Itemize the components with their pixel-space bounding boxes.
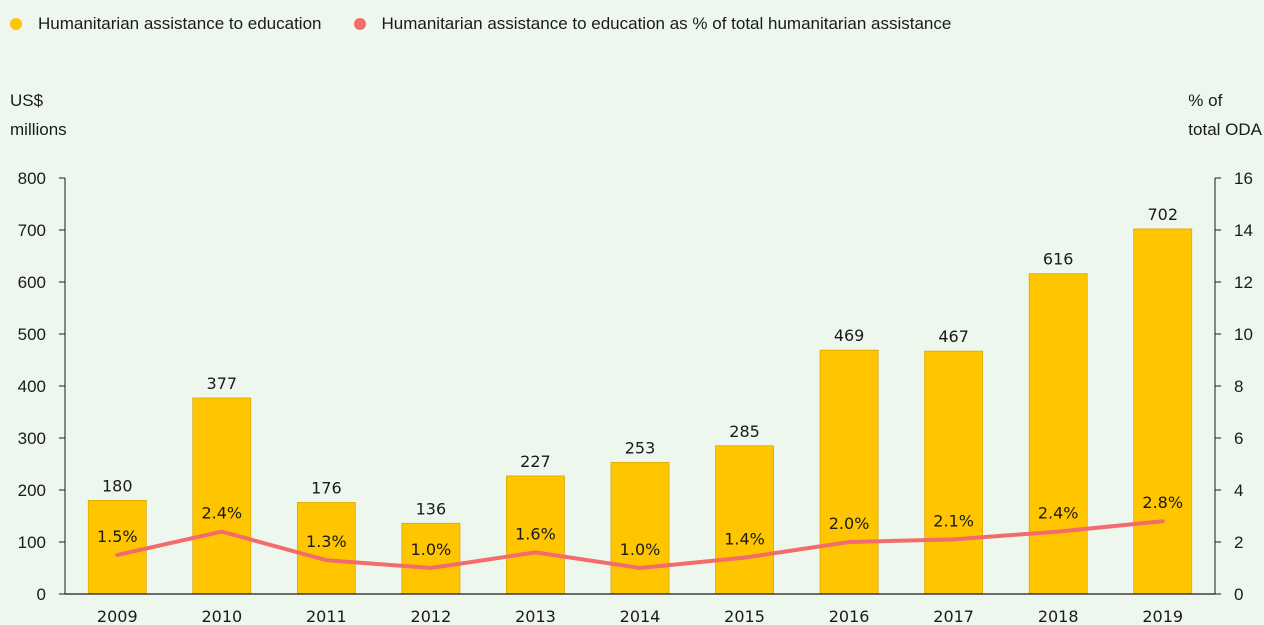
bar-value-label: 176 [311,478,342,497]
right-axis-tick-label: 10 [1234,325,1253,344]
x-axis-label: 2009 [97,607,138,625]
right-axis-tick-label: 2 [1234,533,1243,552]
bar-value-label: 285 [729,422,760,441]
right-axis-tick-label: 8 [1234,377,1243,396]
bar-value-label: 702 [1147,205,1178,224]
share-value-label: 1.4% [724,530,765,549]
left-axis-tick-label: 700 [18,221,46,240]
legend-label-education-share: Humanitarian assistance to education as … [381,14,952,33]
share-value-label: 1.3% [306,532,347,551]
left-axis-tick-label: 300 [18,429,46,448]
right-axis-title-line1: % of [1188,91,1223,110]
share-value-label: 2.8% [1142,493,1183,512]
share-value-label: 2.1% [933,511,974,530]
bar-2013 [506,475,565,595]
bar-value-label: 227 [520,452,551,471]
share-value-label: 2.4% [201,504,242,523]
share-value-label: 2.4% [1038,504,1079,523]
share-value-label: 1.0% [411,540,452,559]
left-axis-tick-label: 0 [37,585,46,604]
right-axis-tick-label: 6 [1234,429,1243,448]
left-axis-tick-label: 400 [18,377,46,396]
bar-2010 [192,397,252,595]
right-axis-tick-label: 16 [1234,169,1253,188]
right-axis-title-line2: total ODA [1188,120,1262,139]
right-axis-tick-label: 0 [1234,585,1243,604]
left-axis-tick-label: 800 [18,169,46,188]
left-axis-title: US$ millions [10,86,67,144]
right-axis-tick-label: 14 [1234,221,1253,240]
bar-value-label: 469 [834,326,865,345]
share-value-label: 2.0% [829,514,870,533]
right-axis-title: % of total ODA [1188,86,1262,144]
left-axis-tick-label: 100 [18,533,46,552]
right-axis-tick-label: 12 [1234,273,1253,292]
share-value-label: 1.6% [515,524,556,543]
chart-legend: Humanitarian assistance to education Hum… [10,12,951,36]
left-axis-title-line2: millions [10,120,67,139]
x-axis-label: 2012 [411,607,452,625]
bar-value-label: 616 [1043,250,1074,269]
bar-2017 [924,350,984,595]
x-axis-label: 2013 [515,607,556,625]
bar-2018 [1028,273,1088,595]
legend-label-education-assistance: Humanitarian assistance to education [38,14,322,33]
left-axis-tick-label: 500 [18,325,46,344]
bar-2014 [610,462,670,595]
legend-item-education-share: Humanitarian assistance to education as … [353,14,952,34]
share-value-label: 1.0% [620,540,661,559]
bar-2012 [401,522,461,595]
left-axis-tick-label: 200 [18,481,46,500]
bar-2019 [1133,228,1193,595]
bar-2015 [715,445,774,595]
x-axis-label: 2017 [933,607,974,625]
bar-2016 [819,349,879,595]
x-axis-label: 2015 [724,607,765,625]
left-axis-tick-label: 600 [18,273,46,292]
bar-2011 [296,502,356,595]
bar-value-label: 377 [207,374,238,393]
bar-value-label: 180 [102,476,133,495]
x-axis-label: 2016 [829,607,870,625]
bar-2009 [87,499,147,595]
share-value-label: 1.5% [97,527,138,546]
bar-value-label: 136 [416,499,447,518]
x-axis-label: 2010 [201,607,242,625]
legend-swatch-yellow [10,18,22,30]
x-axis-label: 2018 [1038,607,1079,625]
bar-value-label: 467 [938,327,969,346]
x-axis-label: 2011 [306,607,347,625]
legend-item-education-assistance: Humanitarian assistance to education [10,14,322,34]
bar-value-label: 253 [625,438,656,457]
x-axis-label: 2019 [1142,607,1183,625]
x-axis-label: 2014 [620,607,661,625]
legend-swatch-red [353,18,366,30]
right-axis-tick-label: 4 [1234,481,1243,500]
left-axis-title-line1: US$ [10,91,44,110]
